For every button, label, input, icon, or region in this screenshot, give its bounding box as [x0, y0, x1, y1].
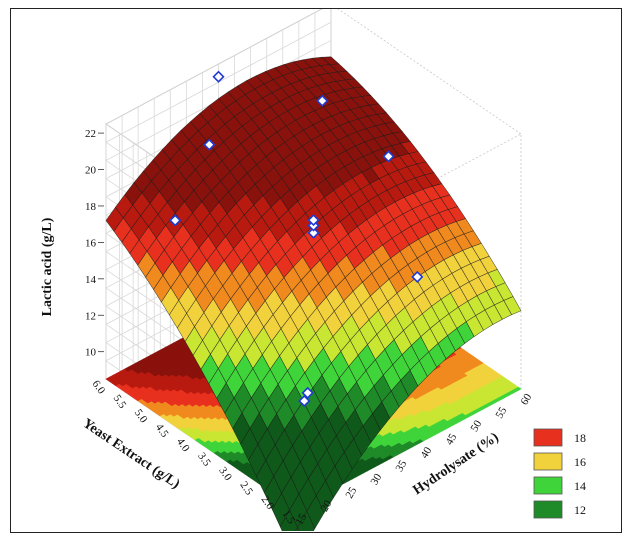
x-tick-label: 40: [418, 445, 434, 461]
legend-label: 16: [574, 455, 586, 469]
z-tick-label: 10: [85, 347, 97, 359]
x-tick-label: 55: [493, 405, 509, 421]
legend-label: 18: [574, 431, 586, 445]
z-tick-label: 20: [85, 165, 97, 177]
x-tick-label: 30: [368, 471, 384, 487]
data-point: [301, 386, 314, 399]
data-point: [203, 138, 216, 151]
x-tick-label: 60: [518, 391, 534, 407]
y-tick-label: 2.5: [237, 479, 255, 498]
wall-gridline: [105, 9, 323, 125]
surface-chart: 10121416182022152025303540455055601.52.0…: [40, 9, 586, 531]
z-tick-label: 12: [85, 310, 96, 322]
z-axis-title: Lactic acid (g/L): [40, 217, 55, 316]
y-tick-label: 5.0: [132, 407, 150, 426]
surface-cell: [297, 510, 316, 531]
data-point: [212, 70, 225, 83]
legend-label: 12: [574, 503, 586, 517]
y-tick-label: 6.0: [90, 378, 108, 397]
legend-swatch: [533, 500, 563, 519]
x-tick-label: 50: [468, 418, 484, 434]
x-tick-label: 35: [393, 458, 409, 474]
z-tick-label: 16: [85, 237, 97, 249]
surface-cell: [295, 526, 300, 531]
y-tick-label: 3.0: [216, 465, 234, 484]
y-tick-label: 4.5: [153, 422, 171, 441]
box-edge: [295, 133, 522, 255]
chart-frame: 10 12 14 16 18 20 22 15 20 25 30 35 40 45 50 55 60 1.5 2.0…: [10, 8, 622, 533]
experimental-points: [169, 70, 424, 408]
x-tick-label: 45: [443, 431, 459, 447]
y-tick-label: 3.5: [195, 450, 213, 469]
surface-cell: [279, 509, 298, 531]
legend-swatch: [533, 476, 563, 495]
data-point: [169, 214, 182, 227]
z-tick-label: 22: [85, 128, 96, 140]
legend-label: 14: [574, 479, 586, 493]
data-point: [307, 226, 320, 239]
data-point: [307, 213, 320, 227]
x-tick-label: 25: [343, 485, 359, 501]
data-point: [411, 270, 424, 284]
legend-swatch: [533, 428, 563, 447]
z-tick-label: 14: [85, 274, 97, 286]
legend: 18 16 14 12: [533, 428, 586, 519]
data-point: [298, 394, 311, 408]
response-surface: [105, 56, 522, 531]
data-point: [316, 94, 329, 107]
y-tick-label: 4.0: [174, 436, 192, 455]
y-tick-label: 5.5: [111, 393, 129, 412]
data-point: [382, 150, 395, 163]
legend-swatch: [533, 452, 563, 471]
z-tick-label: 18: [85, 201, 97, 213]
